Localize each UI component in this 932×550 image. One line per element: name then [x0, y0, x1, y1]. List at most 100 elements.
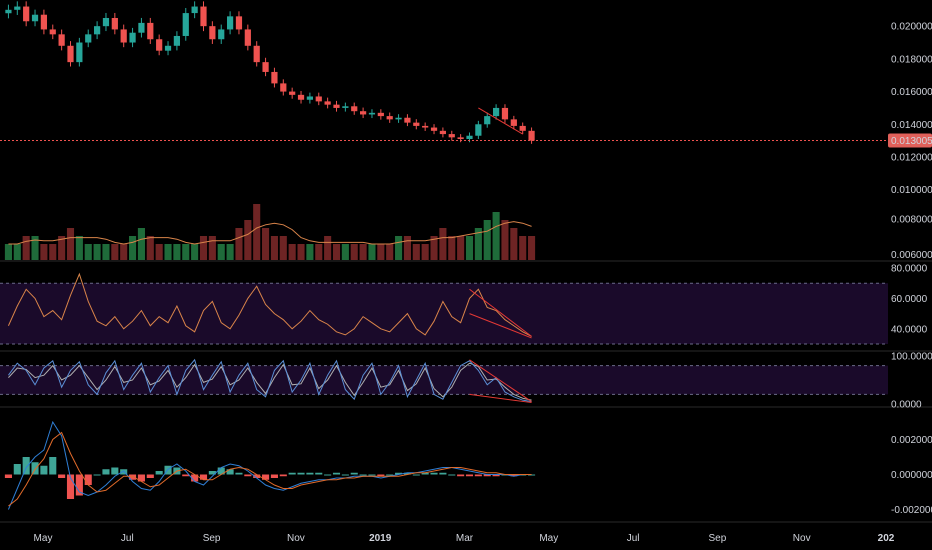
volume-bar-51: [457, 236, 465, 260]
macd-hist-bar-5: [49, 457, 57, 475]
volume-bar-44: [395, 236, 403, 260]
volume-bar-48: [430, 236, 438, 260]
macd-hist-bar-23: [208, 471, 216, 475]
candle-body-4: [40, 14, 48, 30]
rsi-trendlines: [469, 288, 532, 339]
macd-hist-bar-57: [510, 474, 518, 477]
price-scale[interactable]: 0.020000 0.018000 0.016000 0.014000 0.012000…: [891, 22, 932, 516]
volume-bar-12: [111, 244, 119, 260]
macd-hist-bar-46: [412, 474, 420, 476]
volume-bar-50: [448, 236, 456, 260]
macd-hist-bar-32: [288, 472, 296, 475]
stoch-trendlines: [469, 359, 532, 404]
candle-body-11: [102, 17, 110, 27]
candle-body-18: [164, 45, 172, 51]
volume-bar-34: [306, 244, 314, 260]
macd-hist-bar-30: [270, 474, 278, 478]
stoch-d-line: [8, 362, 532, 401]
volume-bar-5: [49, 244, 57, 260]
time-label-0: May: [34, 533, 53, 544]
candle-body-2: [23, 6, 30, 22]
macd-hist-bar-31: [279, 474, 287, 477]
volume-bar-45: [403, 236, 411, 260]
macd-hist-bar-54: [483, 474, 491, 477]
stoch-trendline-0: [469, 359, 532, 403]
macd-tick-2: -0.002000: [891, 505, 932, 516]
macd-hist-bar-55: [492, 474, 500, 477]
rsi-tick-0: 80.0000: [891, 264, 928, 275]
macd-hist-bar-3: [31, 462, 39, 475]
macd-hist-bar-38: [341, 474, 349, 476]
volume-bar-57: [510, 228, 518, 260]
candles: [5, 1, 535, 144]
macd-hist-bar-7: [66, 474, 75, 499]
candle-body-21: [191, 6, 198, 14]
volume-bar-7: [66, 228, 75, 260]
last-price-label: 0.013005: [891, 136, 932, 147]
time-label-1: Jul: [121, 533, 134, 544]
macd-hist-bar-24: [217, 467, 225, 475]
last-price-badge: 0.013005: [888, 133, 932, 148]
volume-bar-26: [235, 228, 243, 260]
volume-bar-29: [262, 228, 270, 260]
candle-body-3: [31, 14, 39, 22]
candle-body-37: [333, 104, 340, 108]
price-panel[interactable]: [0, 1, 888, 260]
candle-body-10: [93, 26, 101, 35]
candle-body-34: [306, 96, 314, 100]
stoch-panel[interactable]: [0, 358, 888, 404]
candle-body-54: [484, 116, 491, 125]
volume-bar-21: [191, 244, 199, 260]
price-tick-0: 0.020000: [891, 22, 932, 33]
candle-body-29: [262, 62, 269, 72]
macd-hist-bar-10: [93, 474, 101, 476]
candle-body-16: [147, 22, 154, 40]
volume-bar-14: [129, 236, 137, 260]
volume-bar-10: [93, 244, 101, 260]
stoch-trendline-1: [469, 393, 532, 404]
macd-hist-bar-17: [155, 471, 163, 475]
time-scale[interactable]: May Jul Sep Nov 2019 Mar May Jul Sep Nov 202: [34, 533, 895, 544]
volume-bar-8: [75, 236, 83, 260]
volume-bar-41: [368, 244, 376, 260]
macd-hist-bar-1: [13, 464, 21, 475]
macd-hist-bar-16: [146, 474, 154, 478]
time-label-3: Nov: [287, 533, 305, 544]
price-tick-5: 0.010000: [891, 185, 932, 196]
candle-body-48: [430, 127, 438, 131]
volume-bar-59: [528, 236, 536, 260]
price-tick-4: 0.012000: [891, 152, 932, 163]
candle-body-49: [439, 130, 447, 135]
time-label-9: Nov: [793, 533, 811, 544]
macd-tick-1: 0.000000: [891, 470, 932, 481]
macd-hist-bar-44: [395, 472, 403, 475]
time-label-7: Jul: [627, 533, 640, 544]
macd-hist-bar-6: [58, 474, 66, 478]
volume-bar-17: [155, 244, 163, 260]
rsi-tick-1: 60.0000: [891, 294, 928, 305]
volume-bar-56: [501, 220, 509, 260]
macd-hist-bar-12: [111, 467, 119, 475]
candle-body-7: [67, 45, 74, 63]
candle-body-14: [129, 32, 136, 43]
time-label-8: Sep: [709, 533, 727, 544]
volume-bar-18: [164, 244, 172, 260]
volume-bar-54: [483, 220, 491, 260]
candle-body-17: [156, 39, 163, 51]
macd-hist-bar-40: [359, 474, 367, 476]
macd-hist-bar-47: [421, 472, 429, 475]
rsi-panel[interactable]: [0, 272, 888, 345]
time-label-6: May: [539, 533, 558, 544]
time-label-5: Mar: [456, 533, 474, 544]
price-tick-2: 0.016000: [891, 87, 932, 98]
volume-bar-19: [173, 244, 181, 260]
volume-bar-28: [253, 204, 261, 260]
macd-hist-bar-34: [306, 472, 314, 475]
volume-bar-43: [386, 244, 394, 260]
candle-body-44: [395, 117, 402, 120]
macd-line: [7, 420, 532, 510]
macd-panel[interactable]: [4, 420, 536, 510]
candle-body-5: [49, 29, 56, 35]
